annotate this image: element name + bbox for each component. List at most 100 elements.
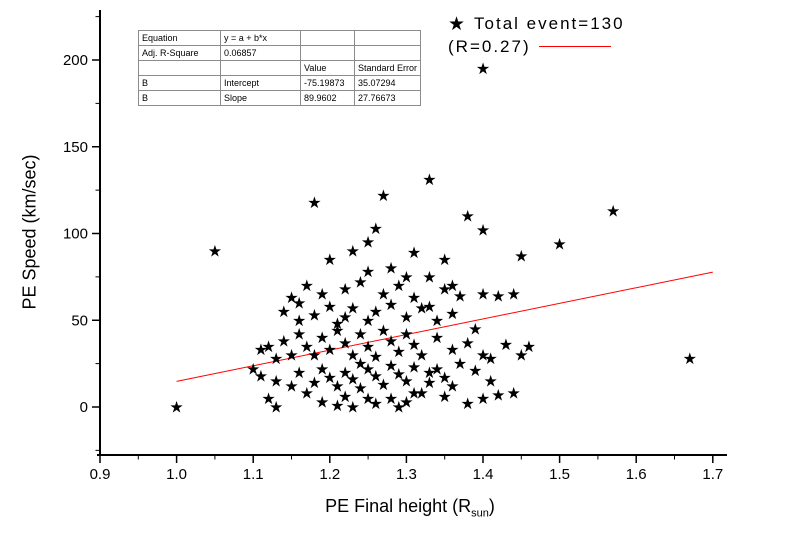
data-point-star: ★: [384, 356, 398, 375]
data-point-star: ★: [392, 342, 406, 361]
data-point-star: ★: [476, 285, 490, 304]
x-tick-label: 1.0: [166, 466, 187, 483]
data-point-star: ★: [315, 285, 329, 304]
legend-label-events: Total event=130: [474, 13, 625, 33]
stats-cell: [138, 60, 221, 76]
data-point-star: ★: [392, 276, 406, 295]
data-point-star: ★: [284, 345, 298, 364]
data-point-star: ★: [514, 247, 528, 266]
data-point-star: ★: [353, 325, 367, 344]
data-point-star: ★: [169, 398, 183, 417]
data-point-star: ★: [476, 59, 490, 78]
data-point-star: ★: [384, 295, 398, 314]
data-point-star: ★: [284, 377, 298, 396]
data-point-star: ★: [269, 349, 283, 368]
data-point-star: ★: [323, 368, 337, 387]
data-point-star: ★: [384, 332, 398, 351]
data-point-star: ★: [292, 293, 306, 312]
x-tick-label: 1.2: [319, 466, 340, 483]
data-point-star: ★: [307, 306, 321, 325]
data-point-star: ★: [399, 371, 413, 390]
data-point-star: ★: [491, 385, 505, 404]
data-point-star: ★: [384, 389, 398, 408]
data-point-star: ★: [461, 394, 475, 413]
data-point-star: ★: [468, 319, 482, 338]
stats-cell: 35.07294: [353, 75, 422, 91]
data-point-star: ★: [292, 363, 306, 382]
stats-cell: y = a + b*x: [220, 30, 301, 46]
stats-cell: Value: [300, 60, 355, 76]
data-point-star: ★: [261, 337, 275, 356]
data-point-star: ★: [284, 288, 298, 307]
data-point-star: ★: [438, 368, 452, 387]
data-point-star: ★: [315, 328, 329, 347]
x-axis-label-suffix: ): [488, 496, 495, 516]
y-axis-label: PE Speed (km/sec): [19, 154, 40, 310]
data-point-star: ★: [369, 219, 383, 238]
legend-label-r: (R=0.27): [448, 36, 531, 56]
stats-cell: B: [138, 75, 221, 91]
data-point-star: ★: [330, 321, 344, 340]
data-point-star: ★: [422, 363, 436, 382]
stats-cell: Standard Error: [353, 60, 422, 76]
data-point-star: ★: [330, 377, 344, 396]
data-point-star: ★: [438, 250, 452, 269]
star-marker-icon: ★: [448, 12, 466, 35]
data-point-star: ★: [445, 304, 459, 323]
data-point-star: ★: [422, 297, 436, 316]
data-point-star: ★: [261, 389, 275, 408]
data-point-star: ★: [246, 359, 260, 378]
data-point-star: ★: [307, 373, 321, 392]
data-point-star: ★: [254, 366, 268, 385]
data-point-star: ★: [514, 345, 528, 364]
data-point-star: ★: [476, 389, 490, 408]
data-point-star: ★: [453, 354, 467, 373]
stats-row: Adj. R-Square 0.06857: [138, 45, 422, 61]
data-point-star: ★: [269, 371, 283, 390]
stats-cell: [300, 45, 355, 61]
data-point-star: ★: [453, 286, 467, 305]
x-tick-label: 1.4: [473, 466, 494, 483]
data-point-star: ★: [606, 201, 620, 220]
data-point-star: ★: [422, 170, 436, 189]
y-tick-label: 150: [63, 139, 88, 156]
data-point-star: ★: [292, 325, 306, 344]
stats-row: Value Standard Error: [138, 60, 422, 76]
data-point-star: ★: [468, 361, 482, 380]
x-tick-label: 1.1: [243, 466, 264, 483]
data-point-star: ★: [307, 193, 321, 212]
fit-stats-table: Equation y = a + b*x Adj. R-Square 0.06857 V…: [138, 30, 422, 106]
data-point-star: ★: [506, 285, 520, 304]
data-point-star: ★: [353, 273, 367, 292]
data-point-star: ★: [353, 378, 367, 397]
data-point-star: ★: [338, 280, 352, 299]
stats-row: B Intercept -75.19873 35.07294: [138, 75, 422, 91]
stats-row: Equation y = a + b*x: [138, 30, 422, 46]
data-point-star: ★: [346, 370, 360, 389]
data-point-star: ★: [330, 314, 344, 333]
fit-line: [176, 271, 713, 382]
data-point-star: ★: [300, 337, 314, 356]
data-point-star: ★: [499, 335, 513, 354]
data-point-star: ★: [346, 241, 360, 260]
stats-cell: [353, 45, 422, 61]
data-point-star: ★: [461, 207, 475, 226]
data-point-star: ★: [369, 347, 383, 366]
stats-cell: Adj. R-Square: [138, 45, 221, 61]
y-tick-label: 50: [71, 312, 88, 329]
data-point-star: ★: [361, 389, 375, 408]
data-point-star: ★: [338, 333, 352, 352]
data-point-star: ★: [254, 340, 268, 359]
data-point-star: ★: [399, 392, 413, 411]
stats-cell: 0.06857: [220, 45, 301, 61]
data-point-star: ★: [300, 384, 314, 403]
stats-cell: 89.9602: [300, 90, 355, 106]
x-axis-label-text: PE Final height (R: [325, 496, 472, 516]
stats-cell: [353, 30, 422, 46]
stats-cell: Equation: [138, 30, 221, 46]
data-point-star: ★: [277, 302, 291, 321]
data-point-star: ★: [307, 345, 321, 364]
data-point-star: ★: [430, 311, 444, 330]
x-tick-label: 1.5: [549, 466, 570, 483]
